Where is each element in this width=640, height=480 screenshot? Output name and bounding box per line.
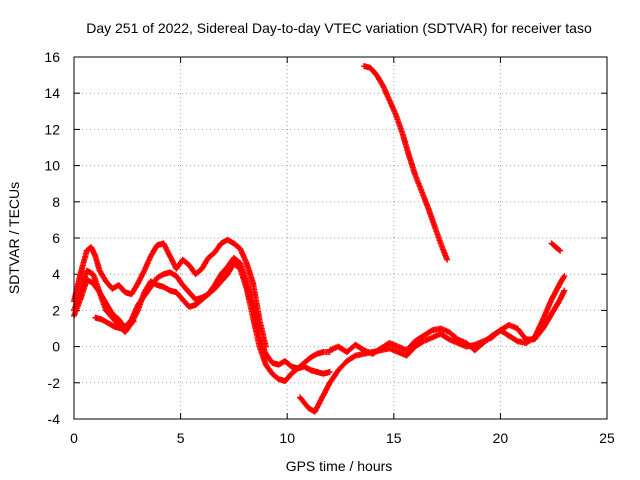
y-tick-label: 14 [44,85,60,101]
y-tick-label: 10 [44,158,60,174]
y-axis-title: SDTVAR / TECUs [6,182,22,294]
y-tick-label: -4 [48,411,61,427]
plot-frame [73,56,608,420]
y-tick-label: 6 [52,230,60,246]
y-tick-label: 4 [52,266,60,282]
x-tick-label: 10 [279,430,295,446]
y-tick-label: 8 [52,194,60,210]
data-markers [548,240,564,254]
y-tick-label: 16 [44,49,60,65]
x-axis-title: GPS time / hours [286,458,393,474]
y-tick-label: 12 [44,121,60,137]
series-arc-7 [361,63,451,263]
y-tick-label: -2 [48,375,61,391]
y-tick-labels: -4 -2 0 2 4 6 8 10 12 14 16 [44,49,60,427]
x-tick-label: 20 [493,430,509,446]
x-tick-labels: 0 5 10 15 20 25 [70,430,615,446]
grid [74,57,607,419]
x-tick-label: 0 [70,430,78,446]
data-markers [361,63,451,263]
data-markers [92,314,137,332]
x-tick-label: 25 [599,430,615,446]
data-markers [326,273,568,357]
y-tick-label: 0 [52,339,60,355]
chart-title: Day 251 of 2022, Sidereal Day-to-day VTE… [86,20,592,36]
x-tick-label: 15 [386,430,402,446]
series-arc-4 [92,314,137,332]
series-arc-6 [326,273,568,357]
series-arc-8 [548,240,564,254]
y-tick-label: 2 [52,302,60,318]
x-tick-label: 5 [177,430,185,446]
